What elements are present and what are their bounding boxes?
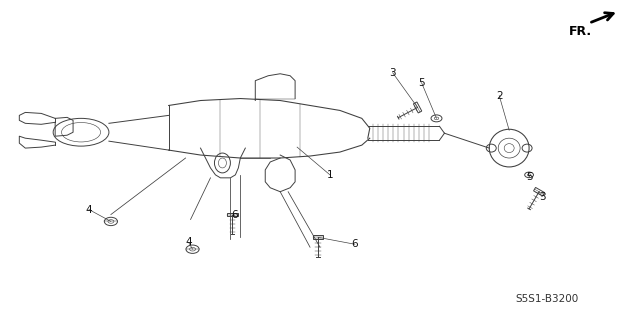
Text: 6: 6	[351, 239, 358, 249]
Text: 3: 3	[539, 192, 545, 202]
Text: 6: 6	[231, 210, 237, 219]
Text: 4: 4	[185, 237, 192, 247]
Text: 1: 1	[326, 170, 333, 180]
Text: 4: 4	[86, 204, 92, 215]
Text: 5: 5	[526, 172, 532, 182]
Text: S5S1-B3200: S5S1-B3200	[515, 294, 579, 304]
Text: FR.: FR.	[569, 25, 592, 38]
Text: 2: 2	[496, 91, 502, 100]
Text: 3: 3	[389, 68, 396, 78]
Text: 5: 5	[419, 78, 425, 88]
